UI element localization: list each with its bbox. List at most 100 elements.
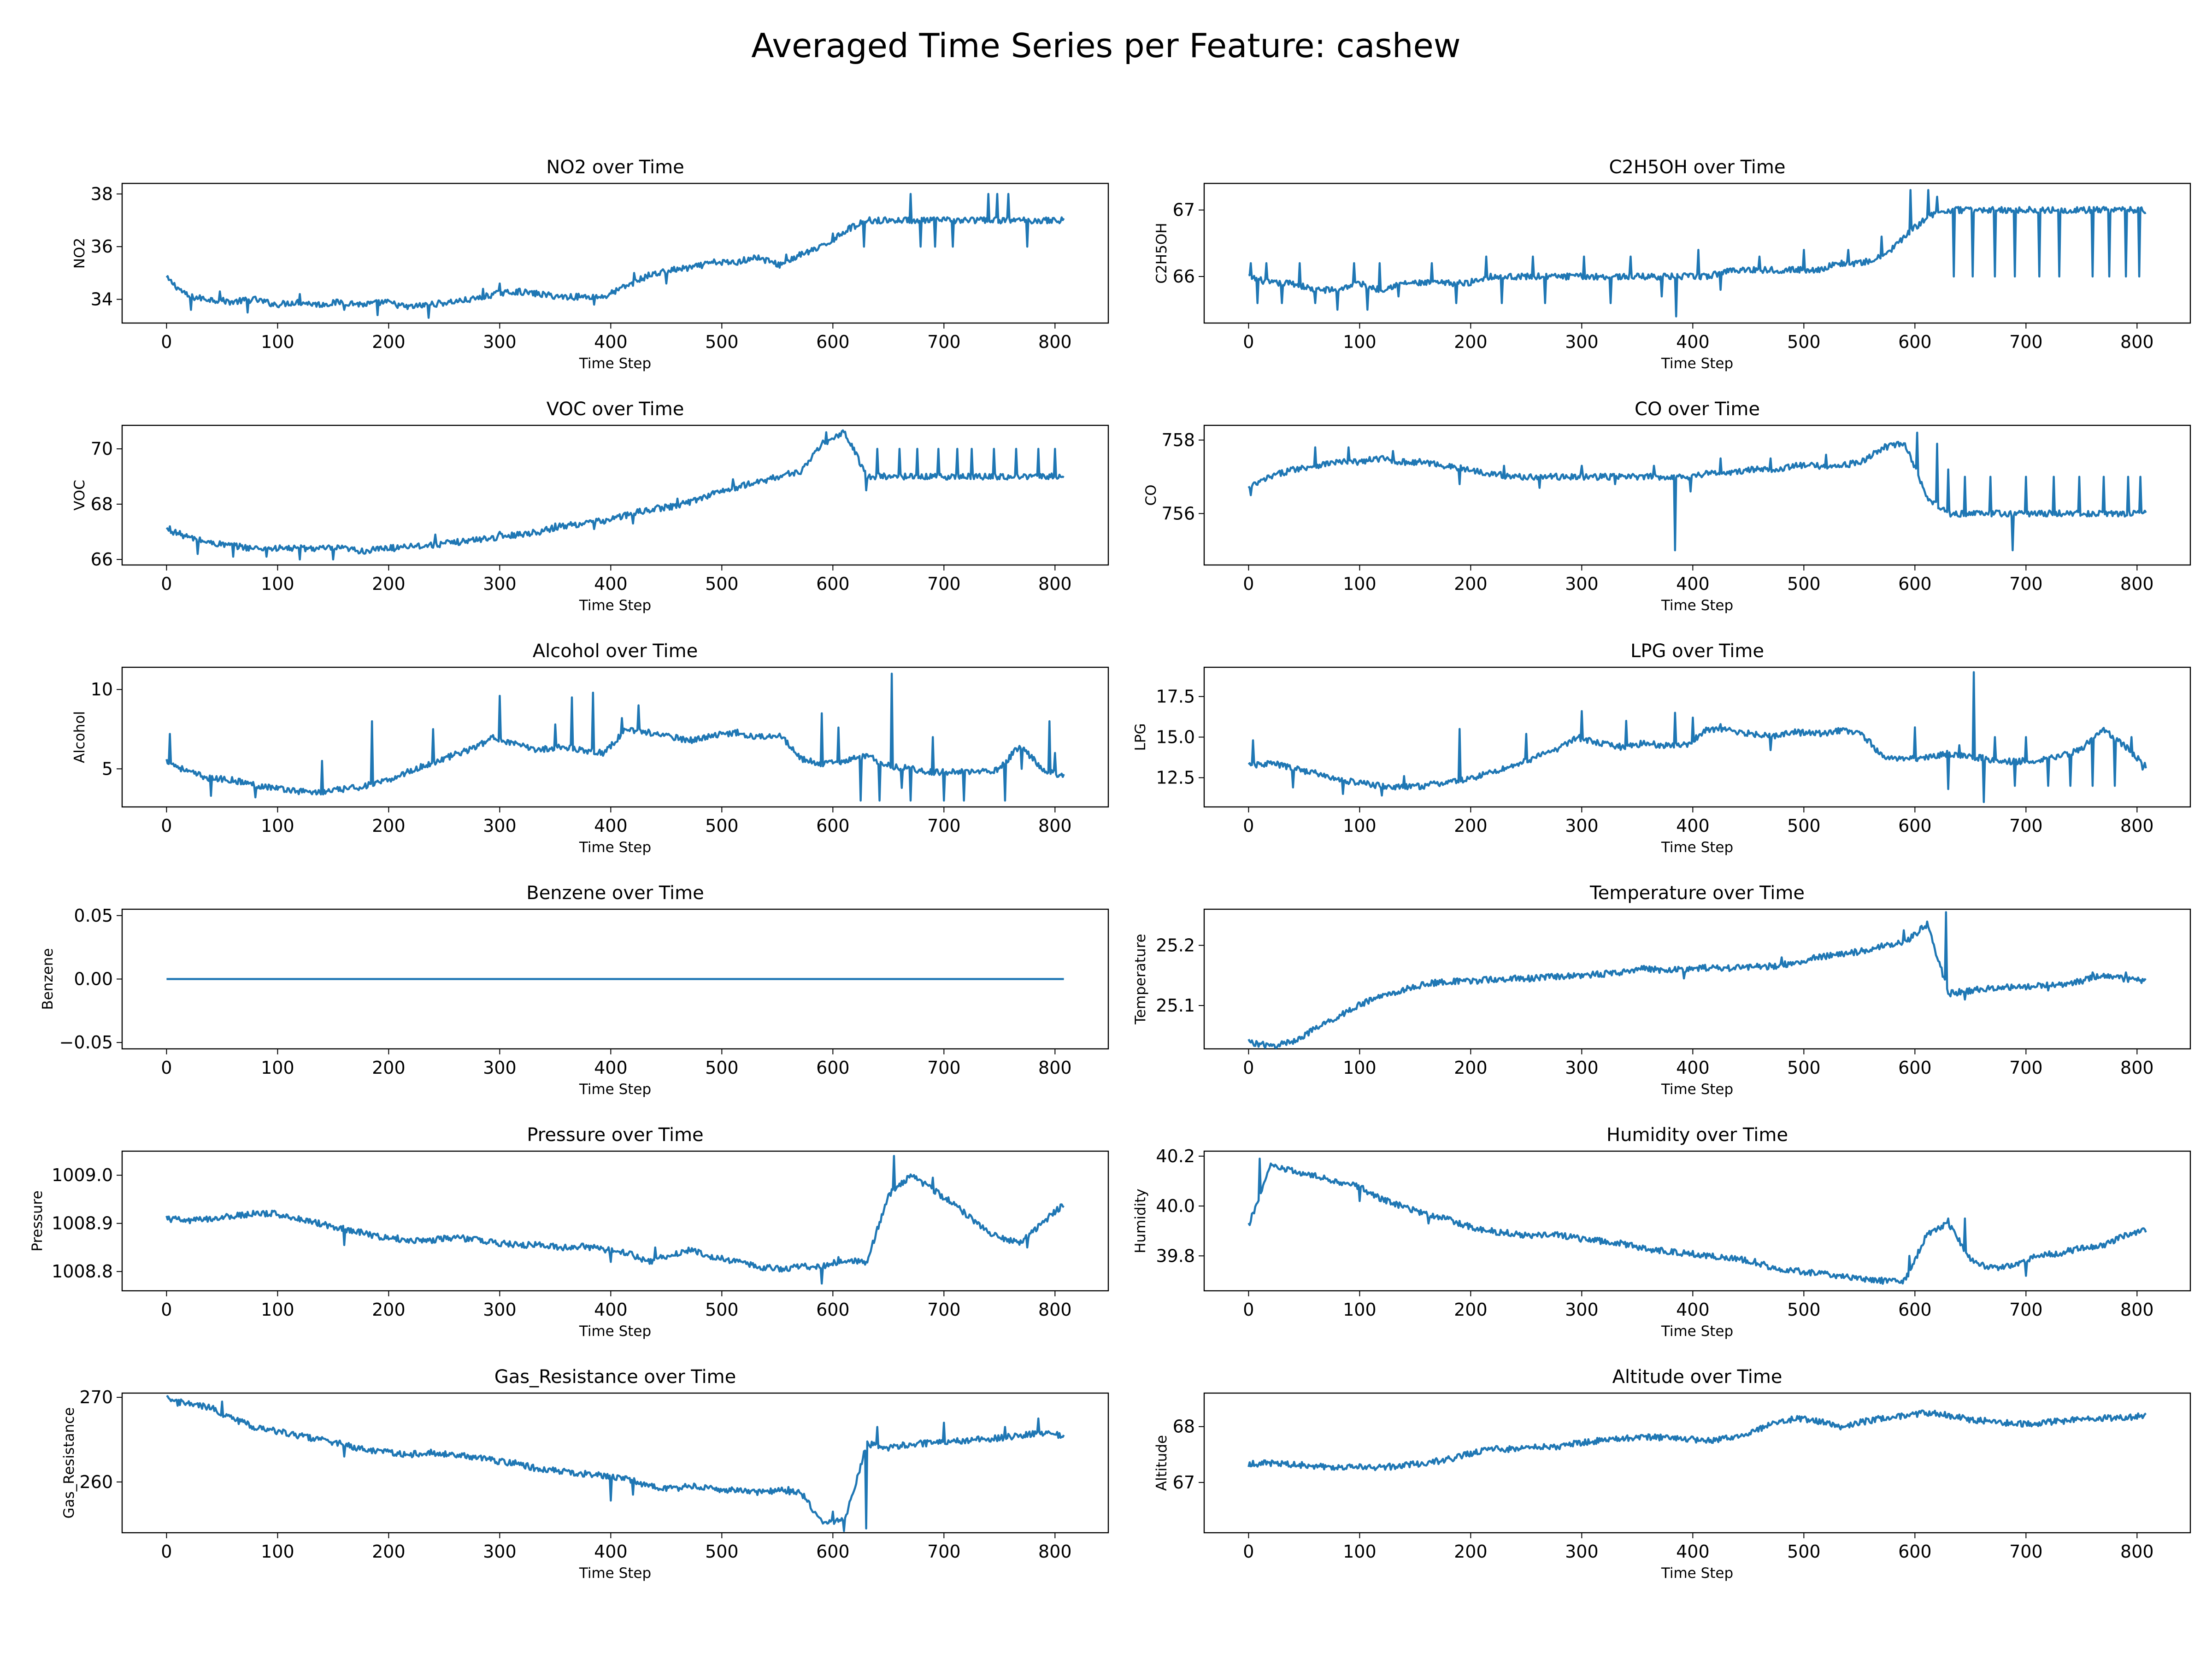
x-tick-label: 300: [1565, 332, 1599, 352]
x-tick-label: 600: [1898, 1300, 1932, 1320]
y-axis-label: Gas_Resistance: [61, 1407, 77, 1519]
axes-frame: [1203, 182, 2191, 324]
x-tick-label: 300: [1565, 1300, 1599, 1320]
x-tick-label: 100: [261, 1300, 294, 1320]
x-tick-label: 200: [372, 816, 406, 836]
x-tick-label: 400: [594, 1058, 628, 1078]
y-axis-label: Altitude: [1153, 1435, 1170, 1491]
axes-frame: [1203, 424, 2191, 566]
x-tick-label: 400: [1676, 1300, 1710, 1320]
y-axis-label: Alcohol: [71, 711, 88, 763]
x-tick-label: 800: [2120, 1058, 2154, 1078]
x-tick-label: 500: [705, 816, 739, 836]
y-tick-label: 68: [1173, 1417, 1195, 1437]
x-tick-label: 400: [594, 816, 628, 836]
x-tick-label: 200: [1454, 816, 1488, 836]
y-tick-label: 66: [1173, 266, 1195, 287]
x-tick-label: 500: [1787, 1058, 1821, 1078]
y-tick-label: 67: [1173, 1472, 1195, 1493]
x-tick-label: 200: [372, 332, 406, 352]
x-axis-label: Time Step: [1661, 1323, 1733, 1340]
x-tick-label: 100: [1343, 332, 1377, 352]
x-tick-label: 0: [161, 1300, 172, 1320]
x-tick-label: 700: [927, 1541, 961, 1562]
x-tick-label: 0: [161, 332, 172, 352]
x-tick-label: 300: [483, 574, 517, 594]
subplot-title: LPG over Time: [1630, 641, 1764, 662]
subplot-title: Benzene over Time: [526, 882, 704, 904]
x-tick-label: 800: [1038, 574, 1072, 594]
x-tick-label: 300: [483, 816, 517, 836]
series-line: [1247, 1157, 2147, 1285]
x-axis-label: Time Step: [579, 1565, 651, 1582]
x-tick-label: 400: [1676, 332, 1710, 352]
subplot-title: Pressure over Time: [527, 1124, 703, 1146]
x-tick-label: 800: [1038, 1300, 1072, 1320]
x-tick-label: 100: [261, 1541, 294, 1562]
y-axis-label: LPG: [1132, 724, 1149, 751]
x-tick-label: 300: [483, 1058, 517, 1078]
x-tick-label: 600: [816, 574, 850, 594]
x-tick-label: 500: [1787, 1541, 1821, 1562]
x-tick-label: 600: [816, 1300, 850, 1320]
x-tick-label: 600: [1898, 1058, 1932, 1078]
subplot-voc: VOC over Time 0 100 200 300 400 500 600 700 800 66…: [71, 399, 1109, 614]
x-axis-label: Time Step: [579, 355, 651, 372]
x-axis-label: Time Step: [579, 1323, 651, 1340]
x-tick-label: 700: [2009, 1541, 2043, 1562]
axes-frame: [121, 1150, 1109, 1292]
x-tick-label: 200: [1454, 332, 1488, 352]
series-line: [1247, 431, 2147, 552]
x-tick-label: 400: [1676, 816, 1710, 836]
y-axis-label: CO: [1143, 484, 1159, 506]
x-tick-label: 800: [1038, 816, 1072, 836]
x-tick-label: 800: [2120, 332, 2154, 352]
x-axis-label: Time Step: [1661, 597, 1733, 614]
y-tick-label: 10: [91, 679, 113, 700]
x-tick-label: 100: [1343, 1541, 1377, 1562]
x-tick-label: 700: [927, 816, 961, 836]
figure-title: Averaged Time Series per Feature: cashew: [751, 26, 1460, 65]
y-tick-label: 40.2: [1156, 1146, 1195, 1166]
x-tick-label: 0: [1243, 1058, 1254, 1078]
series-line: [1247, 911, 2147, 1049]
x-tick-label: 700: [2009, 1300, 2043, 1320]
x-tick-label: 500: [705, 332, 739, 352]
x-tick-label: 200: [372, 574, 406, 594]
subplot-title: Altitude over Time: [1612, 1366, 1783, 1388]
subplot-title: CO over Time: [1635, 399, 1760, 420]
axes-frame: [1203, 1392, 2191, 1534]
series-line: [165, 672, 1065, 802]
subplot-temperature: Temperature over Time 0 100 200 300 400 500 600…: [1132, 882, 2191, 1098]
y-tick-label: 15.0: [1156, 727, 1195, 747]
x-tick-label: 0: [1243, 332, 1254, 352]
x-axis-label: Time Step: [1661, 355, 1733, 372]
x-tick-label: 800: [1038, 332, 1072, 352]
y-tick-label: 0.00: [74, 969, 113, 989]
series-line: [1247, 671, 2147, 803]
x-tick-label: 100: [261, 332, 294, 352]
x-tick-label: 0: [1243, 574, 1254, 594]
y-tick-label: 40.0: [1156, 1196, 1195, 1216]
x-tick-label: 800: [2120, 1541, 2154, 1562]
y-axis-label: C2H5OH: [1153, 223, 1170, 283]
x-tick-label: 500: [705, 1300, 739, 1320]
subplot-benzene: Benzene over Time 0 100 200 300 400 500 600 700 8…: [40, 882, 1109, 1098]
subplot-c2h5oh: C2H5OH over Time 0 100 200 300 400 500 600 700 80…: [1153, 157, 2191, 372]
x-tick-label: 800: [2120, 1300, 2154, 1320]
x-tick-label: 400: [1676, 1541, 1710, 1562]
x-tick-label: 500: [1787, 1300, 1821, 1320]
x-tick-label: 200: [1454, 1058, 1488, 1078]
x-tick-label: 700: [927, 574, 961, 594]
x-tick-label: 700: [927, 332, 961, 352]
y-tick-label: 1008.9: [52, 1213, 113, 1234]
y-tick-label: 25.1: [1156, 995, 1195, 1016]
y-axis-label: Temperature: [1132, 934, 1149, 1024]
y-tick-label: 0.05: [74, 906, 113, 926]
subplot-co: CO over Time 0 100 200 300 400 500 600 700 800 756…: [1143, 399, 2191, 614]
x-tick-label: 300: [483, 332, 517, 352]
x-tick-label: 600: [1898, 816, 1932, 836]
y-tick-label: 68: [91, 494, 113, 514]
x-tick-label: 600: [1898, 574, 1932, 594]
